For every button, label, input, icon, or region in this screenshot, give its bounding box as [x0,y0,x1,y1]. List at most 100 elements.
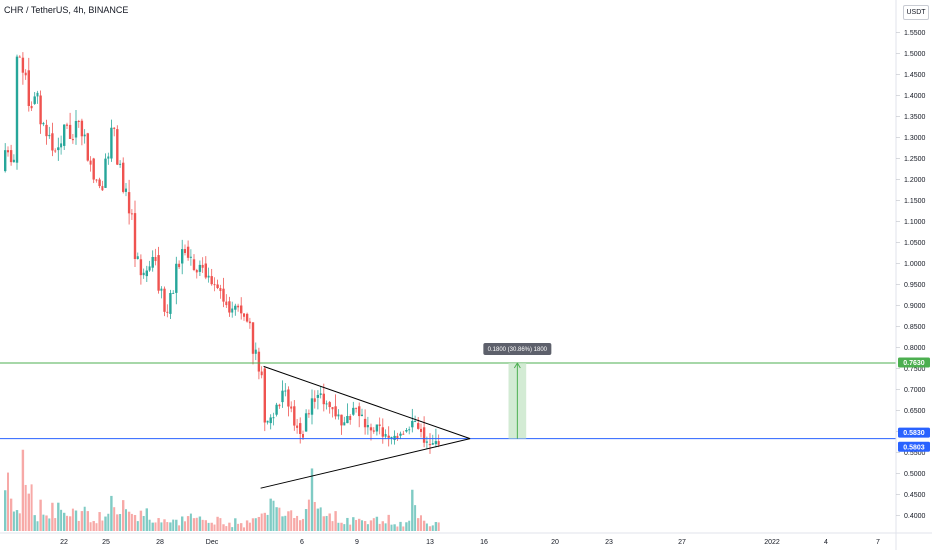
volume-bar [269,498,272,531]
candle-body [18,56,21,58]
candle-body [222,288,225,302]
volume-bar [127,511,131,531]
volume-bar [15,510,19,531]
candle-body [378,424,381,427]
volume-bar [296,515,299,531]
volume-bar [136,521,139,531]
candle-body [234,305,237,310]
candle-body [302,433,304,438]
candle-body [83,134,86,137]
candle-body [260,371,263,376]
triangle-upper-line[interactable] [263,365,471,440]
volume-bar [272,500,275,531]
candle-body [201,264,204,268]
measure-tool[interactable]: 0.1800 (30.86%) 1800 [483,343,552,439]
volume-bar [107,513,110,531]
price-tick-label: 1.0000 [904,261,926,268]
triangle-pattern[interactable] [260,365,471,489]
candle-body [119,163,122,165]
triangle-lower-line[interactable] [260,438,471,489]
volume-bar [4,490,7,531]
time-tick-label: 25 [102,539,110,546]
candle-body [349,415,352,420]
volume-bar [414,505,417,531]
candle-body [310,398,314,415]
candle-body [104,158,107,188]
candle-body [366,424,369,428]
candle-body [195,269,198,273]
price-tags: 0.7630 0.5830 0.5803 [898,357,930,452]
current-tag [898,427,930,438]
candle-body [257,351,261,372]
candle-body [375,424,379,432]
candle-body [422,427,426,443]
volume-bar [86,511,89,531]
volume-bar [328,513,331,531]
candle-body [352,407,355,415]
price-tick-label: 1.2000 [904,177,926,184]
candle-body [284,390,287,392]
candle-body [243,313,245,317]
candle-body [45,124,48,137]
price-axis[interactable]: 1.5500 1.5000 1.4500 1.4000 1.3500 1.3000 1.25… [896,30,926,520]
time-axis[interactable]: 22 25 28 Dec 6 9 13 16 20 23 27 2022 4 7 [60,539,880,546]
horizontal-lines[interactable] [0,362,896,440]
volume-bar [334,511,337,531]
volume-bar [316,508,320,531]
candle-body [74,120,78,138]
candle-body [307,413,310,415]
candle-body [437,441,440,445]
candle-body [396,435,399,439]
candle-body [384,434,387,437]
volume-bar [77,520,80,531]
volume-bar [281,516,284,531]
volume-bar [9,498,13,531]
volume-bar [337,522,340,531]
volume-bar [163,519,166,531]
time-tick-label: 4 [824,539,828,546]
candle-body [151,256,154,268]
volume-bar [27,493,30,531]
volume-bar [74,510,78,531]
candle-body [228,301,231,313]
price-tick-label: 0.7500 [904,366,926,373]
resistance-tag [898,357,930,368]
volume-bar [361,520,363,531]
volume-bar [307,499,310,531]
resistance-tag-label: 0.7630 [903,360,925,367]
volume-bar [95,523,98,531]
candle-body [160,288,163,291]
volume-bar [302,518,304,531]
candle-body [189,256,192,258]
candle-body [71,138,74,141]
volume-bar [366,524,369,531]
candle-body [9,150,13,163]
candle-body [216,284,219,289]
candle-body [24,72,27,76]
candle-body [322,393,325,405]
volume-bar [299,520,302,531]
volume-bar [402,526,405,531]
price-tick-label: 0.6500 [904,408,926,415]
candle-body [361,414,363,417]
candle-body [192,259,196,270]
volume-bar [169,522,172,531]
volume-bar [192,518,196,531]
candle-body [139,259,143,276]
candle-body [127,192,131,214]
volume-bar [384,523,387,531]
candle-body [325,403,328,405]
volume-bar [381,521,384,531]
volume-bar [33,515,36,531]
currency-button[interactable]: USDT [903,5,929,20]
volume-bar [408,520,411,531]
volume-bar [66,515,68,531]
volume-bar [139,510,143,531]
volume-bar [63,512,66,531]
candle-body [275,404,278,415]
volume-bar [284,515,287,531]
candle-body [63,124,66,146]
candle-body [136,256,139,260]
